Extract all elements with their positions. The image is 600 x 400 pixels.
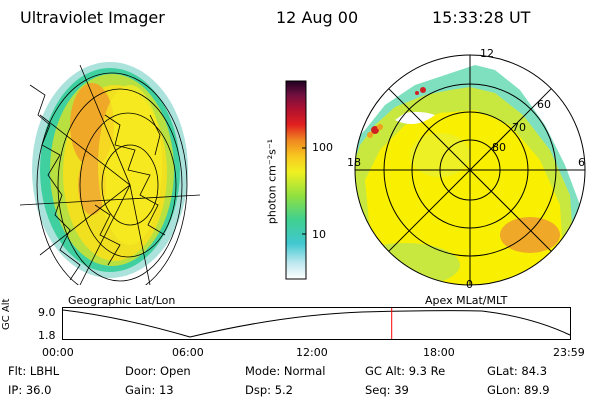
mlt-label-6: 6 xyxy=(578,156,585,169)
polar-plot xyxy=(354,54,586,286)
x-tick-0600: 06:00 xyxy=(172,346,204,359)
date-label: 12 Aug 00 xyxy=(276,8,359,27)
info-glat: GLat: 84.3 xyxy=(487,364,548,378)
x-tick-1800: 18:00 xyxy=(423,346,455,359)
mlt-label-12: 12 xyxy=(480,47,494,60)
info-glon: GLon: 89.9 xyxy=(487,383,550,397)
info-mode: Mode: Normal xyxy=(245,364,326,378)
x-tick-0000: 00:00 xyxy=(42,346,74,359)
altitude-ymin: 1.8 xyxy=(38,329,56,342)
colorbar-tick-10: 10 xyxy=(312,228,326,241)
lat-label-70: 70 xyxy=(512,121,526,134)
altitude-ylabel: GC Alt xyxy=(1,298,12,330)
info-flt: Flt: LBHL xyxy=(8,364,60,378)
mlt-label-0: 0 xyxy=(466,278,473,291)
left-panel-caption: Geographic Lat/Lon xyxy=(68,294,176,307)
lat-label-80: 80 xyxy=(492,141,506,154)
mlt-label-18: 18 xyxy=(347,156,361,169)
instrument-title: Ultraviolet Imager xyxy=(20,8,165,27)
info-dsp: Dsp: 5.2 xyxy=(245,383,293,397)
colorbar-label: photon cm⁻²s⁻¹ xyxy=(265,138,279,225)
altitude-plot xyxy=(62,307,571,340)
x-tick-1200: 12:00 xyxy=(296,346,328,359)
info-ip: IP: 36.0 xyxy=(8,383,52,397)
altitude-ymax: 9.0 xyxy=(38,306,56,319)
colorbar xyxy=(285,80,307,280)
lat-label-60: 60 xyxy=(537,98,551,111)
info-gcalt: GC Alt: 9.3 Re xyxy=(365,364,446,378)
info-gain: Gain: 13 xyxy=(125,383,174,397)
colorbar-tick-100: 100 xyxy=(312,141,333,154)
info-seq: Seq: 39 xyxy=(365,383,409,397)
time-label: 15:33:28 UT xyxy=(432,8,531,27)
geographic-image xyxy=(19,62,200,285)
x-tick-2359: 23:59 xyxy=(553,346,585,359)
right-panel-caption: Apex MLat/MLT xyxy=(425,294,508,307)
info-door: Door: Open xyxy=(125,364,191,378)
